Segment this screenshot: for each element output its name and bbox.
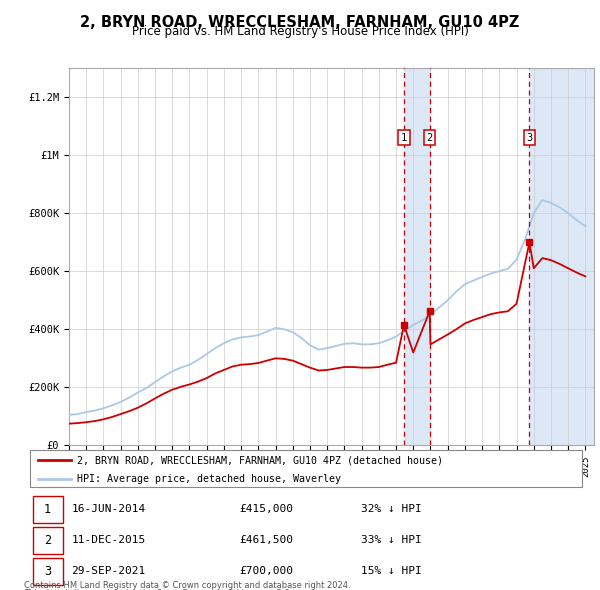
Text: 32% ↓ HPI: 32% ↓ HPI xyxy=(361,504,422,514)
FancyBboxPatch shape xyxy=(30,450,582,487)
Text: 15% ↓ HPI: 15% ↓ HPI xyxy=(361,566,422,576)
Bar xyxy=(404,68,430,445)
Bar xyxy=(529,68,594,445)
Text: 2: 2 xyxy=(427,133,433,143)
Text: £461,500: £461,500 xyxy=(240,535,294,545)
Text: HPI: Average price, detached house, Waverley: HPI: Average price, detached house, Wave… xyxy=(77,474,341,484)
Text: 11-DEC-2015: 11-DEC-2015 xyxy=(71,535,146,545)
FancyBboxPatch shape xyxy=(33,558,63,585)
Text: £700,000: £700,000 xyxy=(240,566,294,576)
Text: 16-JUN-2014: 16-JUN-2014 xyxy=(71,504,146,514)
Text: 2, BRYN ROAD, WRECCLESHAM, FARNHAM, GU10 4PZ: 2, BRYN ROAD, WRECCLESHAM, FARNHAM, GU10… xyxy=(80,15,520,30)
Text: 2: 2 xyxy=(44,534,51,547)
Text: 33% ↓ HPI: 33% ↓ HPI xyxy=(361,535,422,545)
Text: Contains HM Land Registry data © Crown copyright and database right 2024.: Contains HM Land Registry data © Crown c… xyxy=(24,581,350,590)
Text: 29-SEP-2021: 29-SEP-2021 xyxy=(71,566,146,576)
Text: 2, BRYN ROAD, WRECCLESHAM, FARNHAM, GU10 4PZ (detached house): 2, BRYN ROAD, WRECCLESHAM, FARNHAM, GU10… xyxy=(77,455,443,466)
Text: 1: 1 xyxy=(44,503,51,516)
Text: Price paid vs. HM Land Registry's House Price Index (HPI): Price paid vs. HM Land Registry's House … xyxy=(131,25,469,38)
Text: 3: 3 xyxy=(526,133,533,143)
Text: 1: 1 xyxy=(401,133,407,143)
Text: £415,000: £415,000 xyxy=(240,504,294,514)
FancyBboxPatch shape xyxy=(33,496,63,523)
Text: This data is licensed under the Open Government Licence v3.0.: This data is licensed under the Open Gov… xyxy=(24,589,292,590)
FancyBboxPatch shape xyxy=(33,527,63,554)
Text: 3: 3 xyxy=(44,565,51,578)
